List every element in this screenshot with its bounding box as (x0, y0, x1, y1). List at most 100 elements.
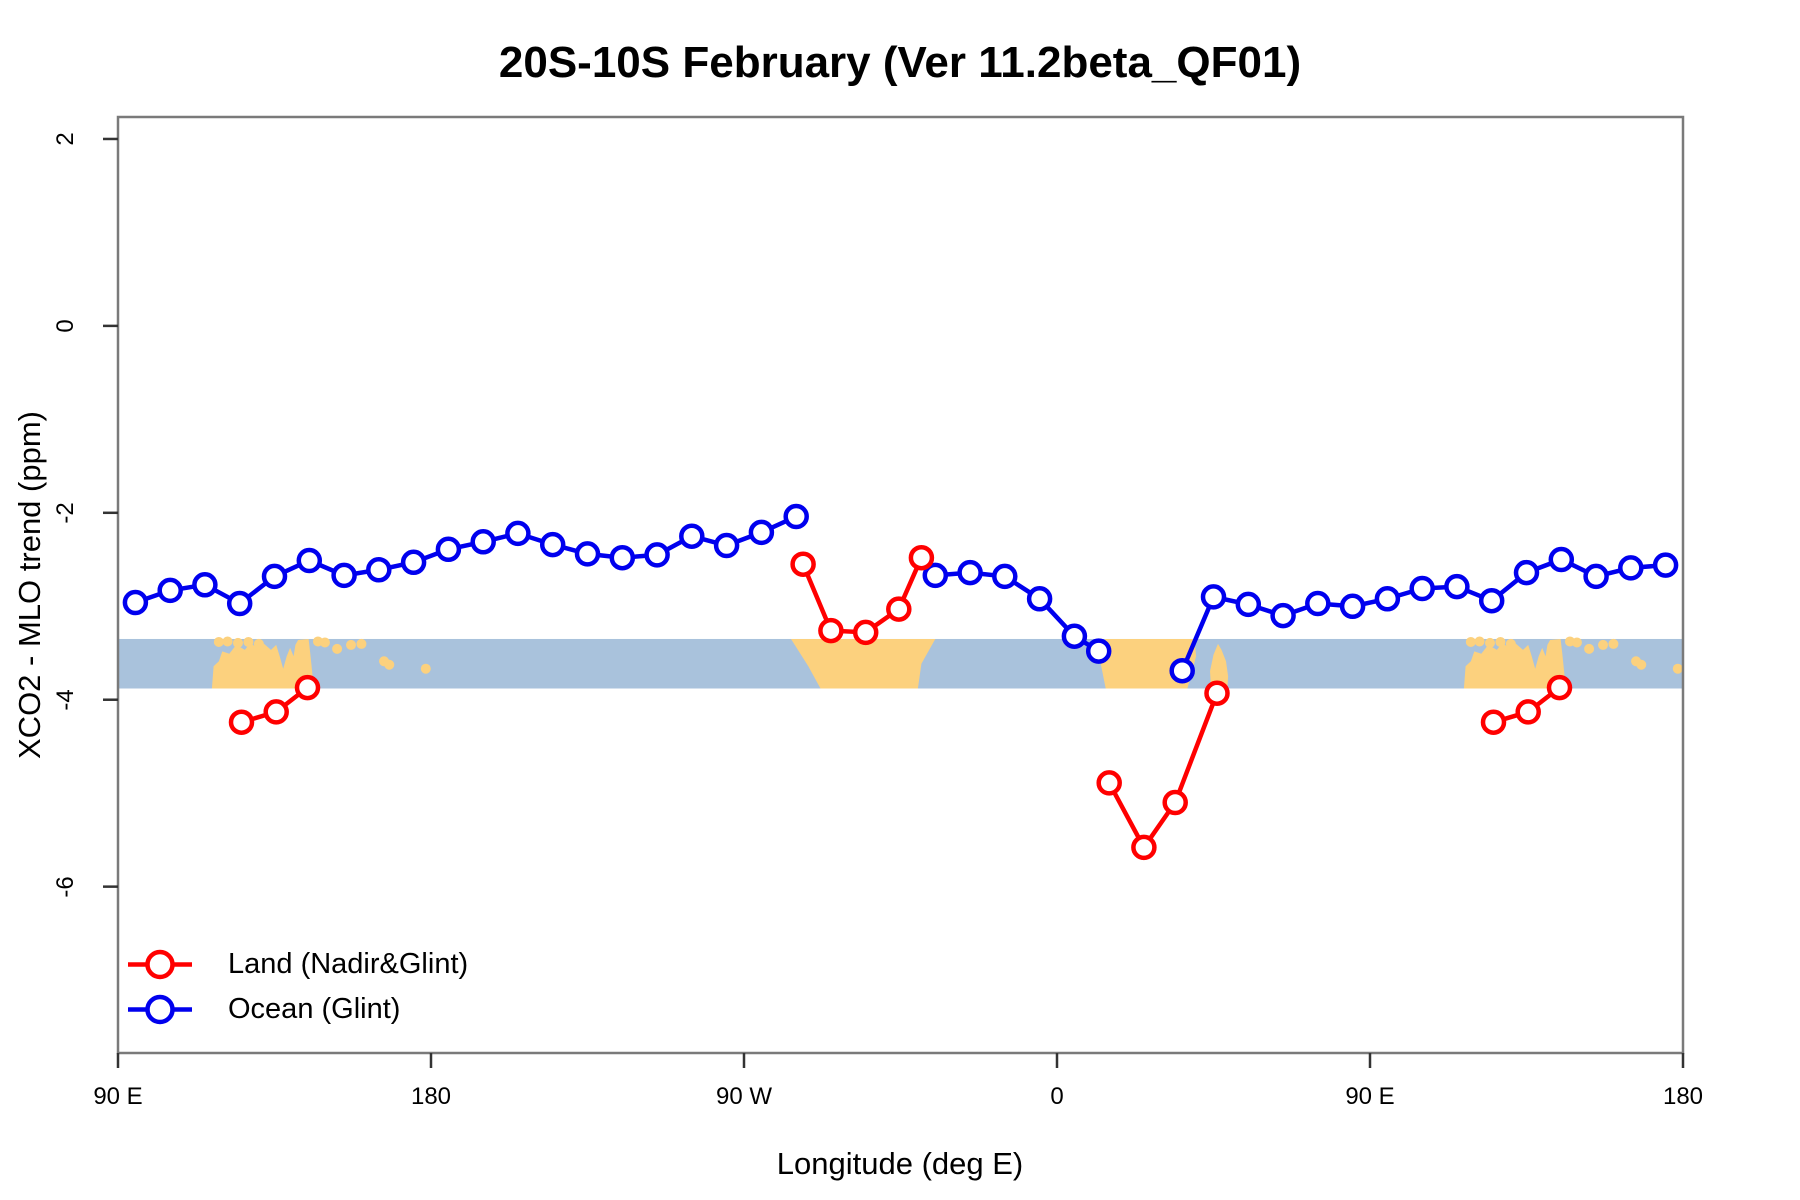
data-point[interactable] (1339, 593, 1366, 620)
data-point[interactable] (852, 619, 879, 646)
data-point[interactable] (1131, 834, 1157, 861)
land-speck (1608, 638, 1619, 649)
land-polygon-south_america (791, 639, 936, 689)
data-point[interactable] (1515, 699, 1541, 725)
data-point[interactable] (1548, 546, 1575, 573)
land-speck (253, 638, 264, 649)
data-point[interactable] (1026, 586, 1053, 612)
data-point[interactable] (922, 562, 949, 589)
data-point[interactable] (644, 542, 670, 568)
data-point[interactable] (1085, 638, 1112, 664)
data-point[interactable] (1305, 590, 1331, 617)
data-point[interactable] (818, 617, 844, 644)
legend-item-land: Land (Nadir&Glint) (125, 942, 468, 987)
data-point[interactable] (1409, 575, 1435, 602)
land-speck (420, 663, 431, 674)
land-speck (1495, 636, 1506, 647)
y-tick-label: 0 (52, 319, 79, 333)
series-line (1107, 692, 1220, 852)
land-speck (1672, 663, 1683, 674)
data-point[interactable] (1583, 563, 1609, 590)
data-point[interactable] (1204, 680, 1230, 706)
data-point[interactable] (1162, 789, 1188, 816)
land-speck (1474, 636, 1485, 647)
land-speck (384, 659, 395, 670)
data-point[interactable] (1546, 674, 1573, 701)
land-polygon-australia (1463, 639, 1566, 689)
data-point[interactable] (679, 523, 705, 549)
data-point[interactable] (1480, 709, 1507, 735)
data-point[interactable] (1235, 591, 1262, 618)
data-point[interactable] (1200, 584, 1227, 610)
x-tick-label: 0 (1050, 1083, 1064, 1110)
legend-marker-land (128, 949, 192, 980)
land-speck (1484, 637, 1495, 648)
legend-item-ocean: Ocean (Glint) (125, 987, 468, 1032)
data-point[interactable] (1061, 623, 1088, 649)
data-point[interactable] (1096, 770, 1122, 796)
data-point[interactable] (435, 536, 462, 563)
y-tick-label: -4 (52, 689, 79, 711)
land-speck (1505, 638, 1516, 649)
land-speck (243, 636, 254, 647)
data-point[interactable] (294, 674, 321, 701)
x-tick-label: 90 E (93, 1083, 143, 1110)
data-point[interactable] (331, 562, 357, 589)
land-speck (1465, 636, 1476, 647)
legend-marker-ocean (128, 994, 192, 1025)
data-point[interactable] (783, 503, 809, 530)
y-tick-label: -6 (52, 875, 79, 898)
land-polygon-australia (211, 639, 314, 689)
data-point[interactable] (908, 544, 935, 571)
data-point[interactable] (157, 577, 183, 604)
data-point[interactable] (1513, 559, 1540, 586)
data-point[interactable] (992, 563, 1018, 590)
data-point[interactable] (366, 557, 392, 583)
data-point[interactable] (1478, 587, 1505, 614)
land-speck (332, 643, 343, 654)
land-speck (319, 637, 330, 648)
x-tick-label: 90 E (1345, 1083, 1395, 1110)
land-speck (1584, 643, 1595, 654)
y-axis-title: XCO2 - MLO trend (ppm) (12, 411, 47, 759)
x-tick-label: 180 (1662, 1083, 1704, 1110)
data-point[interactable] (1270, 602, 1296, 629)
data-point[interactable] (1169, 657, 1195, 684)
data-point[interactable] (228, 709, 255, 735)
data-point[interactable] (122, 589, 149, 616)
data-point[interactable] (713, 532, 740, 559)
legend-circle-icon (145, 994, 175, 1025)
data-point[interactable] (192, 572, 218, 598)
legend: Land (Nadir&Glint) Ocean (Glint) (125, 942, 468, 1032)
data-point[interactable] (226, 590, 253, 617)
land-speck (222, 636, 233, 647)
data-point[interactable] (1374, 586, 1401, 612)
land-speck (1598, 639, 1609, 650)
data-point[interactable] (1444, 573, 1470, 600)
data-point[interactable] (296, 547, 323, 574)
land-speck (356, 638, 367, 649)
data-point[interactable] (1652, 552, 1679, 578)
legend-label-land: Land (Nadir&Glint) (228, 948, 469, 980)
data-point[interactable] (400, 549, 427, 576)
land-speck (346, 639, 357, 650)
data-point[interactable] (748, 519, 775, 546)
data-point[interactable] (505, 520, 531, 547)
land-speck (213, 636, 224, 647)
plot-frame (116, 115, 1685, 1055)
legend-label-ocean: Ocean (Glint) (228, 993, 401, 1025)
data-point[interactable] (790, 551, 816, 577)
data-point[interactable] (886, 596, 912, 622)
data-point[interactable] (263, 699, 289, 725)
land-speck (1571, 637, 1582, 648)
data-point[interactable] (470, 529, 496, 555)
data-point[interactable] (1618, 555, 1644, 581)
data-point[interactable] (539, 531, 566, 558)
data-point[interactable] (574, 541, 601, 567)
land-speck (232, 637, 243, 648)
data-point[interactable] (609, 544, 636, 571)
data-point[interactable] (957, 559, 983, 586)
legend-circle-icon (145, 949, 175, 980)
data-point[interactable] (261, 563, 288, 590)
